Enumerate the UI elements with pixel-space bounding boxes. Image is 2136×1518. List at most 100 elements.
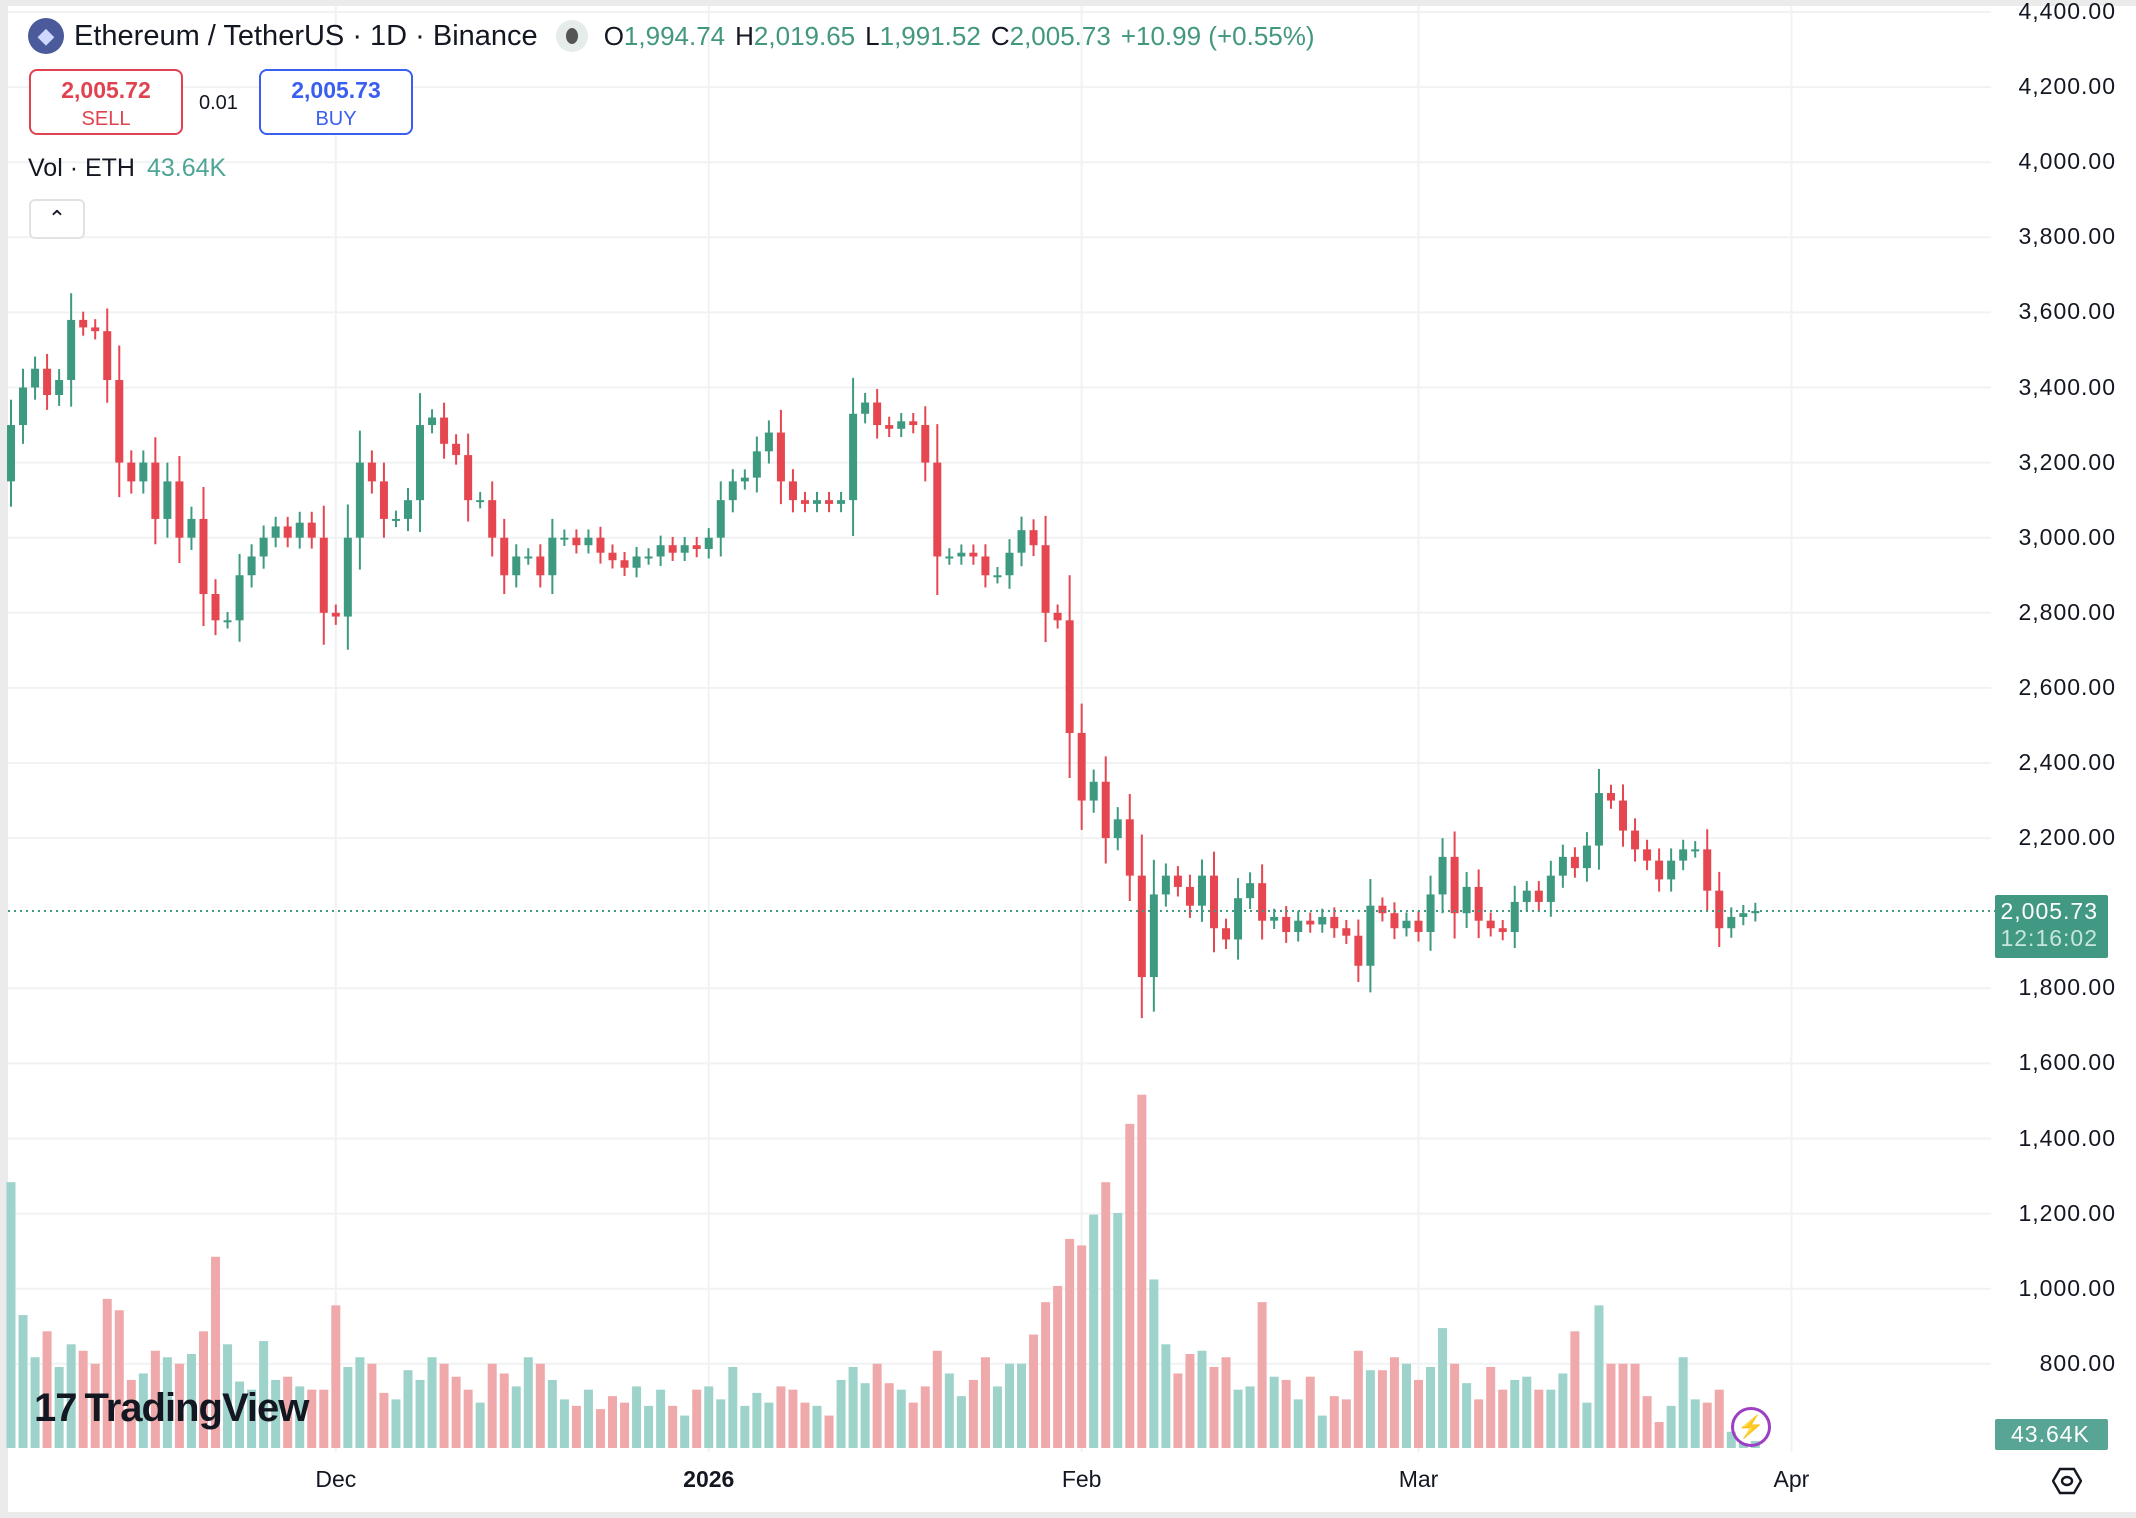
settings-icon[interactable]: [2052, 1466, 2082, 1496]
volume-bar: [487, 1363, 497, 1448]
candle-body: [259, 537, 268, 557]
buy-button[interactable]: 2,005.73 BUY: [259, 69, 413, 135]
candle-body: [1234, 898, 1243, 940]
candle-body: [512, 556, 521, 576]
volume-bar: [680, 1415, 690, 1448]
price-tick-label: 3,000.00: [2018, 523, 2116, 550]
volume-bar: [1594, 1305, 1604, 1448]
candle-body: [608, 552, 617, 561]
volume-bar: [1317, 1415, 1327, 1448]
candle-body: [1390, 913, 1399, 929]
volume-bar: [295, 1386, 305, 1448]
price-tick-label: 2,800.00: [2018, 598, 2116, 625]
price-tick-label: 800.00: [2039, 1349, 2116, 1376]
volume-bar: [608, 1396, 617, 1448]
candle-body: [295, 522, 304, 538]
candle-body: [740, 477, 749, 482]
candle-body: [1655, 860, 1664, 880]
candle-body: [391, 518, 400, 521]
volume-bar: [355, 1357, 365, 1448]
date-tick-label: Apr: [1773, 1466, 1810, 1492]
ohlc-open: O1,994.74: [603, 20, 726, 51]
volume-bar: [78, 1350, 88, 1448]
sell-price: 2,005.72: [61, 77, 151, 103]
candle-body: [668, 545, 677, 553]
candle-body: [524, 556, 533, 559]
volume-bar: [716, 1399, 726, 1448]
candle-body: [1462, 886, 1471, 914]
volume-bar: [307, 1389, 317, 1448]
volume-bar: [174, 1363, 184, 1448]
ethereum-logo-icon: ◆: [28, 18, 64, 54]
candle-body: [1546, 875, 1555, 902]
volume-bar: [66, 1344, 76, 1448]
volume-bar: [138, 1373, 148, 1448]
volume-bar: [511, 1386, 521, 1448]
candle-body: [488, 500, 497, 538]
candle-body: [1727, 916, 1736, 929]
candle-body: [1246, 883, 1255, 899]
sell-button[interactable]: 2,005.72 SELL: [29, 69, 183, 135]
sell-label: SELL: [81, 108, 131, 130]
volume-bar: [860, 1383, 870, 1448]
price-tick-label: 3,400.00: [2018, 373, 2116, 400]
lightning-icon[interactable]: ⚡: [1731, 1407, 1771, 1447]
candle-body: [1510, 901, 1519, 932]
volume-bar: [1053, 1285, 1063, 1448]
volume-bar: [1221, 1357, 1231, 1448]
candle-body: [1065, 620, 1074, 733]
volume-bar: [1377, 1370, 1387, 1448]
volume-bar: [656, 1389, 666, 1448]
candle-body: [1534, 890, 1543, 902]
price-tick-label: 1,400.00: [2018, 1124, 2116, 1151]
volume-bar: [1041, 1302, 1051, 1448]
volume-bar: [331, 1305, 341, 1448]
ohlc-low: L1,991.52: [865, 20, 981, 51]
candle-body: [1089, 781, 1098, 801]
candle-body: [1330, 916, 1339, 929]
market-status-icon[interactable]: [555, 20, 588, 52]
volume-bar: [1101, 1182, 1111, 1448]
volume-bar: [595, 1409, 605, 1448]
volume-bar: [1558, 1373, 1568, 1448]
volume-bar: [18, 1315, 28, 1448]
volume-bar: [30, 1357, 40, 1448]
symbol-title[interactable]: Ethereum / TetherUS · 1D · Binance: [74, 19, 538, 52]
candle-body: [1258, 883, 1267, 921]
candle-body: [1486, 920, 1495, 929]
candle-body: [885, 425, 894, 429]
candle-body: [1294, 920, 1303, 932]
volume-bar: [1185, 1353, 1195, 1448]
volume-bar: [764, 1402, 774, 1448]
volume-bar: [271, 1379, 281, 1448]
volume-bar: [1690, 1399, 1700, 1448]
volume-bar: [451, 1376, 461, 1448]
volume-bar: [968, 1379, 978, 1448]
tradingview-logo[interactable]: 17 TradingView: [34, 1386, 310, 1431]
volume-bar: [932, 1350, 942, 1448]
volume-bar: [740, 1405, 750, 1448]
volume-bar: [788, 1389, 798, 1448]
volume-bar: [1257, 1302, 1267, 1448]
volume-bar: [872, 1363, 882, 1448]
volume-legend[interactable]: Vol · ETH 43.64K: [28, 154, 226, 183]
volume-bar: [728, 1366, 738, 1448]
candle-body: [139, 462, 148, 482]
volume-bar: [571, 1405, 581, 1448]
tradingview-logo-text: TradingView: [84, 1386, 310, 1430]
price-tick-label: 1,000.00: [2018, 1274, 2116, 1301]
candle-body: [343, 537, 352, 617]
collapse-legend-button[interactable]: ⌃: [29, 199, 85, 239]
symbol-legend: ◆ Ethereum / TetherUS · 1D · Binance O1,…: [28, 18, 1315, 54]
volume-bar: [499, 1373, 509, 1448]
volume-bar: [920, 1386, 930, 1448]
volume-bar: [1702, 1402, 1712, 1448]
price-tick-label: 4,000.00: [2018, 148, 2116, 175]
volume-bar: [114, 1310, 124, 1448]
volume-bar: [1678, 1357, 1688, 1448]
candle-body: [1426, 894, 1435, 932]
date-tick-label: 2026: [683, 1466, 735, 1492]
candle-body: [728, 481, 737, 501]
grid: [8, 6, 1991, 1452]
